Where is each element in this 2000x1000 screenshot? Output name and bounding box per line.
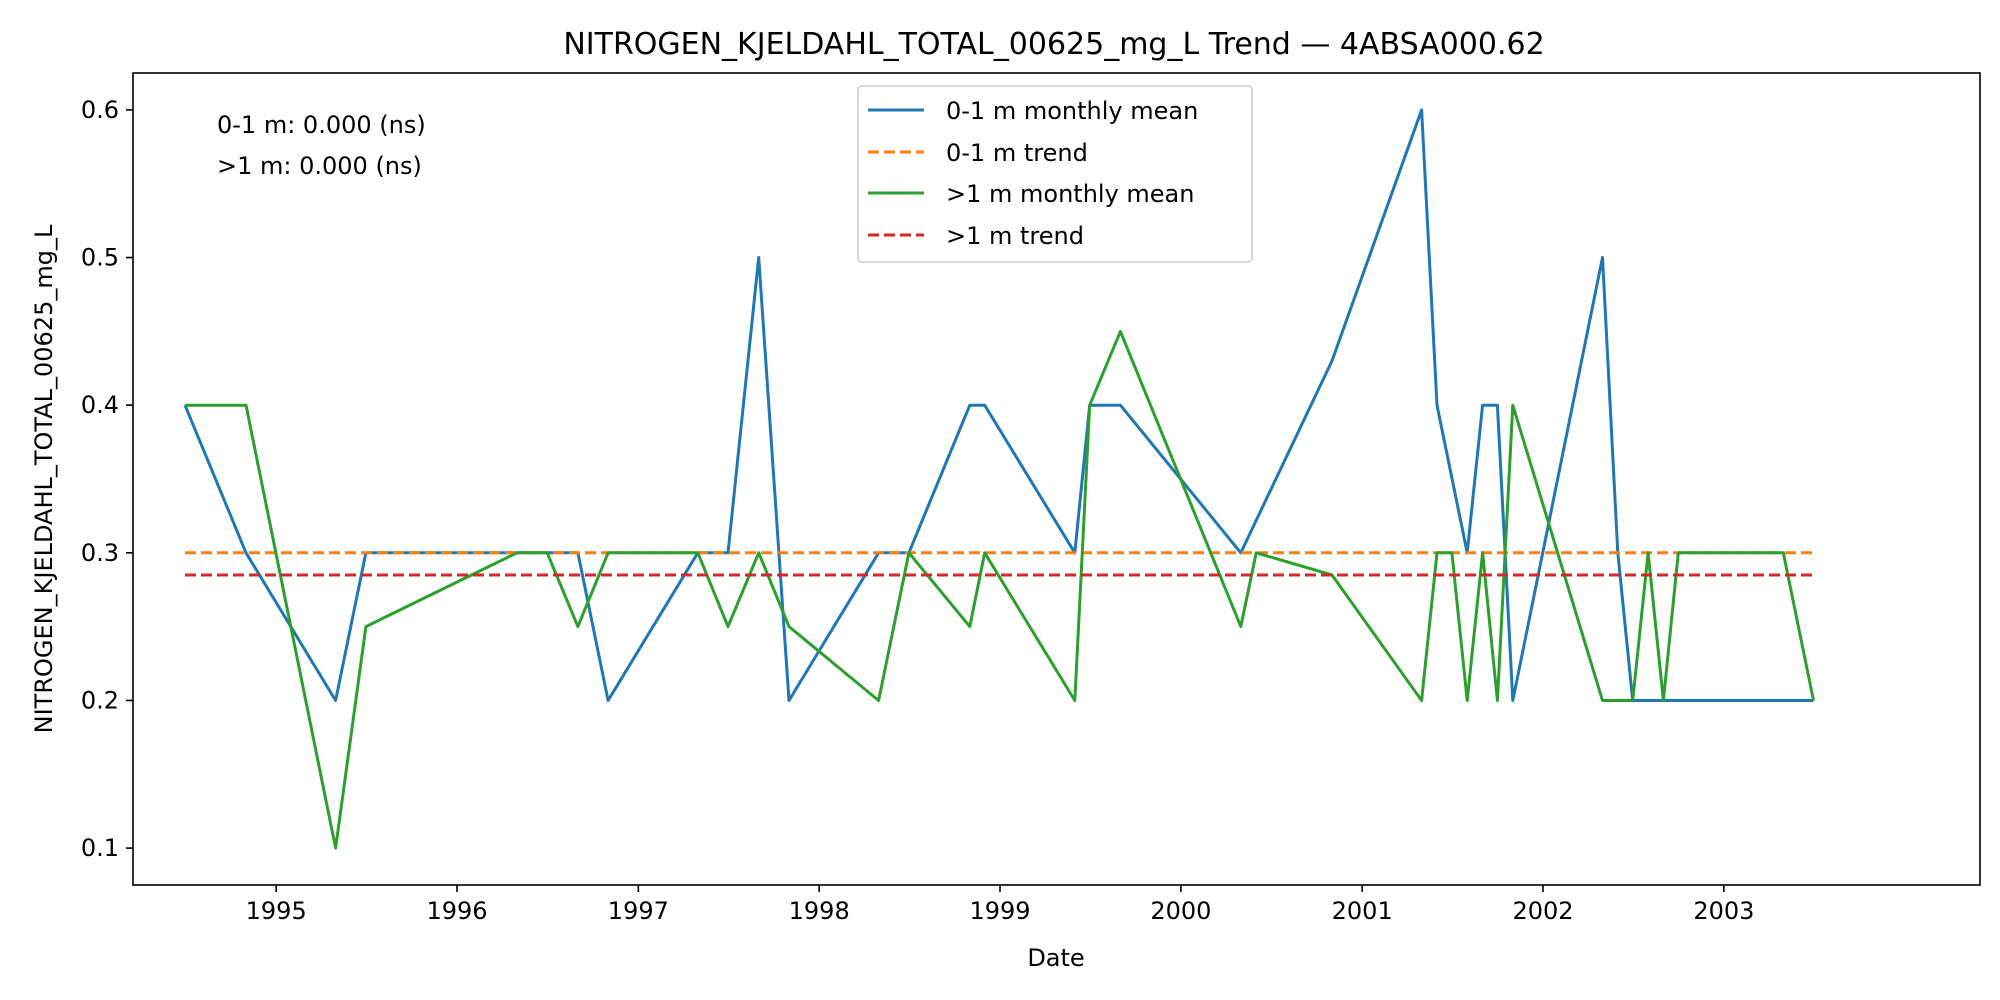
x-tick-label: 1997 xyxy=(608,897,669,925)
y-tick-label: 0.2 xyxy=(81,686,119,714)
legend: 0-1 m monthly mean 0-1 m trend >1 m mont… xyxy=(857,85,1253,263)
series-line-1-m-monthly-mean xyxy=(185,329,1815,850)
legend-label-deep-trend: >1 m trend xyxy=(946,222,1084,250)
x-tick-label: 1998 xyxy=(789,897,850,925)
x-tick-label: 1999 xyxy=(969,897,1030,925)
y-tick-label: 0.3 xyxy=(81,539,119,567)
x-tick-label: 2002 xyxy=(1512,897,1573,925)
y-tick-label: 0.6 xyxy=(81,96,119,124)
legend-label-surface-trend: 0-1 m trend xyxy=(946,139,1088,167)
annotation-surface-slope: 0-1 m: 0.000 (ns) xyxy=(217,111,426,139)
y-tick-label: 0.1 xyxy=(81,834,119,862)
legend-label-deep-mean: >1 m monthly mean xyxy=(946,180,1194,208)
x-tick-label: 2003 xyxy=(1693,897,1754,925)
chart-title: NITROGEN_KJELDAHL_TOTAL_00625_mg_L Trend… xyxy=(563,27,1544,62)
series-line-0-1-m-monthly-mean xyxy=(183,108,1814,702)
plot-area xyxy=(183,108,1815,850)
x-tick-label: 1996 xyxy=(426,897,487,925)
y-axis-label: NITROGEN_KJELDAHL_TOTAL_00625_mg_L xyxy=(30,224,58,733)
x-tick-label: 1995 xyxy=(246,897,307,925)
x-axis-label: Date xyxy=(1027,944,1084,972)
y-tick-label: 0.4 xyxy=(81,391,119,419)
legend-label-surface-mean: 0-1 m monthly mean xyxy=(946,97,1198,125)
legend-box xyxy=(857,85,1253,263)
x-tick-label: 2000 xyxy=(1150,897,1211,925)
annotation-deep-slope: >1 m: 0.000 (ns) xyxy=(217,152,422,180)
x-tick-label: 2001 xyxy=(1332,897,1393,925)
y-tick-label: 0.5 xyxy=(81,244,119,272)
axis-ticks: 1995 1996 1997 1998 1999 2000 2001 2002 2003 0.1 0… xyxy=(81,96,1755,925)
axes-frame xyxy=(132,72,1981,886)
